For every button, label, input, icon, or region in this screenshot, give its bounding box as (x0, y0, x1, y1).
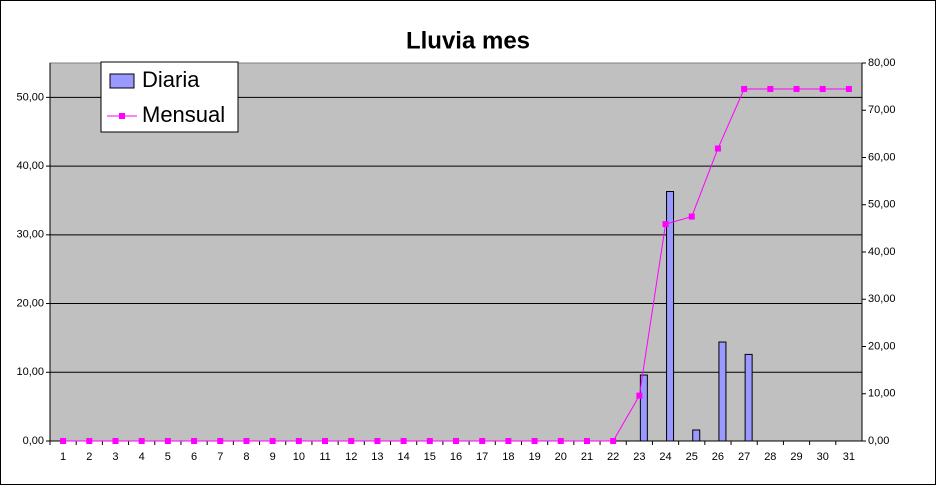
x-tick-label: 15 (424, 451, 436, 463)
legend-label: Diaria (142, 67, 200, 92)
x-tick-label: 14 (397, 451, 409, 463)
marker (845, 85, 852, 92)
marker (688, 213, 695, 220)
bar (692, 429, 701, 442)
marker (348, 438, 355, 444)
marker (217, 438, 224, 444)
bar (639, 374, 648, 442)
marker (819, 85, 826, 92)
marker (453, 438, 459, 444)
x-tick-label: 18 (502, 451, 514, 463)
marker (610, 438, 617, 444)
marker (86, 438, 93, 444)
x-tick-label: 2 (86, 451, 92, 463)
marker (662, 221, 669, 228)
marker (426, 438, 433, 444)
bar (718, 341, 727, 442)
y2-tick-label: 20,00 (868, 340, 896, 352)
y-tick-label: 30,00 (16, 229, 44, 241)
bar (666, 191, 675, 442)
x-tick-label: 7 (217, 451, 223, 463)
x-tick-label: 8 (243, 451, 249, 463)
x-tick-label: 24 (659, 451, 671, 463)
marker (557, 438, 564, 444)
marker (400, 438, 407, 444)
marker (138, 438, 145, 444)
marker (505, 438, 512, 444)
y2-tick-label: 60,00 (868, 151, 896, 163)
x-tick-label: 13 (371, 451, 383, 463)
x-tick-label: 12 (345, 451, 357, 463)
y2-tick-label: 70,00 (868, 104, 896, 116)
marker (112, 438, 119, 444)
x-tick-label: 20 (555, 451, 567, 463)
x-tick-label: 28 (764, 451, 776, 463)
x-tick-label: 9 (270, 451, 276, 463)
y-tick-label: 20,00 (16, 297, 44, 309)
x-tick-label: 23 (633, 451, 645, 463)
x-tick-label: 10 (293, 451, 305, 463)
legend-swatch (109, 73, 135, 89)
marker (269, 438, 276, 444)
bar (744, 353, 753, 442)
y-tick-label: 0,00 (23, 435, 44, 447)
marker (741, 85, 748, 92)
marker (322, 438, 329, 444)
x-tick-label: 27 (738, 451, 750, 463)
marker (295, 438, 302, 444)
marker (60, 438, 67, 444)
x-tick-label: 11 (319, 451, 330, 463)
marker (793, 85, 800, 92)
y-tick-label: 10,00 (16, 366, 44, 378)
marker (767, 85, 774, 92)
y2-tick-label: 40,00 (868, 246, 896, 258)
chart-title: Lluvia mes (406, 27, 530, 54)
y2-tick-label: 80,00 (868, 57, 896, 69)
x-tick-label: 25 (686, 451, 698, 463)
marker (191, 438, 198, 444)
x-tick-label: 19 (528, 451, 540, 463)
marker (374, 438, 381, 444)
marker (531, 438, 538, 444)
marker (636, 392, 643, 399)
x-tick-label: 17 (476, 451, 488, 463)
x-tick-label: 26 (712, 451, 724, 463)
legend-label: Mensual (142, 102, 225, 127)
x-tick-label: 5 (165, 451, 171, 463)
x-tick-label: 31 (843, 451, 855, 463)
x-tick-label: 22 (607, 451, 619, 463)
x-tick-label: 16 (450, 451, 462, 463)
marker (479, 438, 486, 444)
y-tick-label: 40,00 (16, 160, 44, 172)
y2-tick-label: 30,00 (868, 293, 896, 305)
y2-tick-label: 50,00 (868, 199, 896, 211)
x-tick-label: 29 (790, 451, 802, 463)
x-tick-label: 30 (817, 451, 829, 463)
x-tick-label: 3 (112, 451, 118, 463)
x-tick-label: 21 (581, 451, 593, 463)
x-tick-label: 6 (191, 451, 197, 463)
y2-tick-label: 0,00 (868, 435, 889, 447)
y2-tick-label: 10,00 (868, 388, 896, 400)
marker (243, 438, 250, 444)
marker (583, 438, 590, 444)
y-tick-label: 50,00 (16, 91, 44, 103)
x-tick-label: 4 (139, 451, 145, 463)
marker (714, 145, 721, 152)
legend-marker (119, 113, 125, 119)
marker (164, 438, 171, 444)
x-tick-label: 1 (60, 451, 66, 463)
